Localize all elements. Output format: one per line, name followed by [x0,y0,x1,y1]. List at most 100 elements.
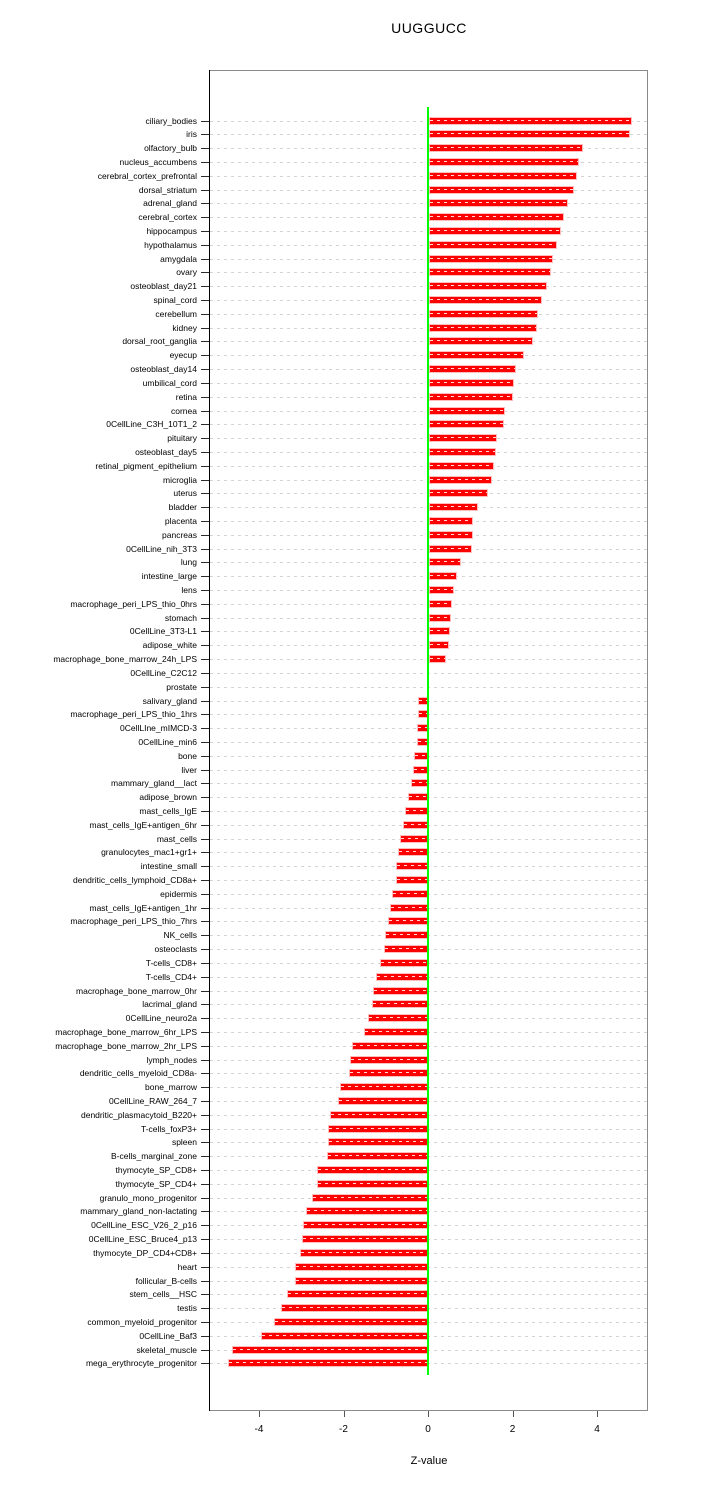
y-axis-tick [201,259,209,260]
y-axis-tick [201,770,209,771]
bar [384,931,428,940]
y-axis-tick [201,963,209,964]
bar [363,1027,428,1036]
y-axis-tick [201,701,209,702]
y-axis-label: 0CellLine_3T3-L1 [129,626,197,637]
y-axis-label: eyecup [169,350,197,361]
gridline [210,935,648,936]
bar [429,116,633,125]
chart-title: UUGGUCC [391,20,467,36]
y-axis-tick [201,1046,209,1047]
y-axis-tick [201,1156,209,1157]
y-axis-tick [201,687,209,688]
gridline [210,1363,648,1364]
bar [429,461,495,470]
gridline [210,1281,648,1282]
gridline [210,1046,648,1047]
bar [232,1345,428,1354]
y-axis-label: osteoclasts [154,944,197,955]
bar [391,889,428,898]
gridline [210,977,648,978]
x-axis-label: Z-value [410,1455,448,1467]
gridline [210,1129,648,1130]
y-axis-label: 0CellLIne_mIMCD-3 [120,723,197,734]
y-axis-label: macrophage_bone_marrow_6hr_LPS [55,1026,197,1037]
bar [287,1290,428,1299]
bar [372,986,428,995]
y-axis-tick [201,328,209,329]
gridline [210,949,648,950]
bar [429,613,451,622]
bar [281,1304,428,1313]
bar [429,641,450,650]
y-axis-tick [201,1322,209,1323]
y-axis-label: dendritic_cells_myeloid_CD8a- [79,1068,197,1079]
bar [301,1235,428,1244]
y-axis-label: granulocytes_mac1+gr1+ [101,847,197,858]
gridline [210,921,648,922]
y-axis-tick [201,908,209,909]
bar [429,296,543,305]
y-axis-label: ovary [176,267,197,278]
bar [429,254,554,263]
y-axis-label: mast_cells_IgE+antigen_6hr [89,819,198,830]
bar [295,1262,428,1271]
y-axis-label: dendritic_cells_lymphoid_CD8a+ [72,875,197,886]
bar [371,1000,428,1009]
y-axis-tick [201,631,209,632]
gridline [210,963,648,964]
gridline [210,1087,648,1088]
bar [398,848,428,857]
y-axis-label: adipose_white [142,640,197,651]
y-axis-tick [201,714,209,715]
gridline [210,1073,648,1074]
y-axis-tick [201,756,209,757]
bar [429,503,478,512]
y-axis-line [209,70,210,1411]
y-axis-label: amygdala [160,253,197,264]
y-axis-tick [201,134,209,135]
bar [429,489,489,498]
gridline [210,714,648,715]
y-axis-tick [201,562,209,563]
y-axis-tick [201,1087,209,1088]
y-axis-label: 0CellLine_neuro2a [125,1013,197,1024]
gridline [210,1294,648,1295]
bar [429,447,497,456]
gridline [210,1060,648,1061]
gridline [210,1170,648,1171]
bar [404,807,428,815]
y-axis-label: stomach [164,612,197,623]
y-axis-tick [201,590,209,591]
bar [273,1317,428,1326]
bar [412,765,428,774]
y-axis-label: nucleus_accumbens [119,156,198,167]
bar [429,627,451,636]
y-axis-tick [201,1363,209,1364]
y-axis-label: testis [177,1303,197,1314]
bar [376,972,428,981]
y-axis-label: 0CellLine_C2C12 [130,667,197,678]
y-axis-label: lens [181,585,197,596]
y-axis-tick [201,521,209,522]
y-axis-label: placenta [164,515,197,526]
y-axis-label: mammary_gland_non-lactating [80,1206,197,1217]
bar [429,530,473,539]
y-axis-label: adrenal_gland [143,198,197,209]
y-axis-label: liver [181,764,197,775]
y-axis-tick [201,217,209,218]
bar [327,1138,428,1147]
y-axis-label: bone_marrow [145,1082,197,1093]
bar [327,1152,428,1161]
y-axis-label: cornea [171,405,197,416]
bar [339,1083,428,1092]
bar [429,365,516,374]
y-axis-label: mega_erythrocyte_progenitor [85,1358,197,1369]
bar [317,1179,428,1188]
y-axis-tick [201,1281,209,1282]
gridline [210,742,648,743]
y-axis-tick [201,659,209,660]
gridline [210,1115,648,1116]
y-axis-label: macrophage_bone_marrow_0hr [76,985,197,996]
x-axis-tick [259,1411,260,1417]
